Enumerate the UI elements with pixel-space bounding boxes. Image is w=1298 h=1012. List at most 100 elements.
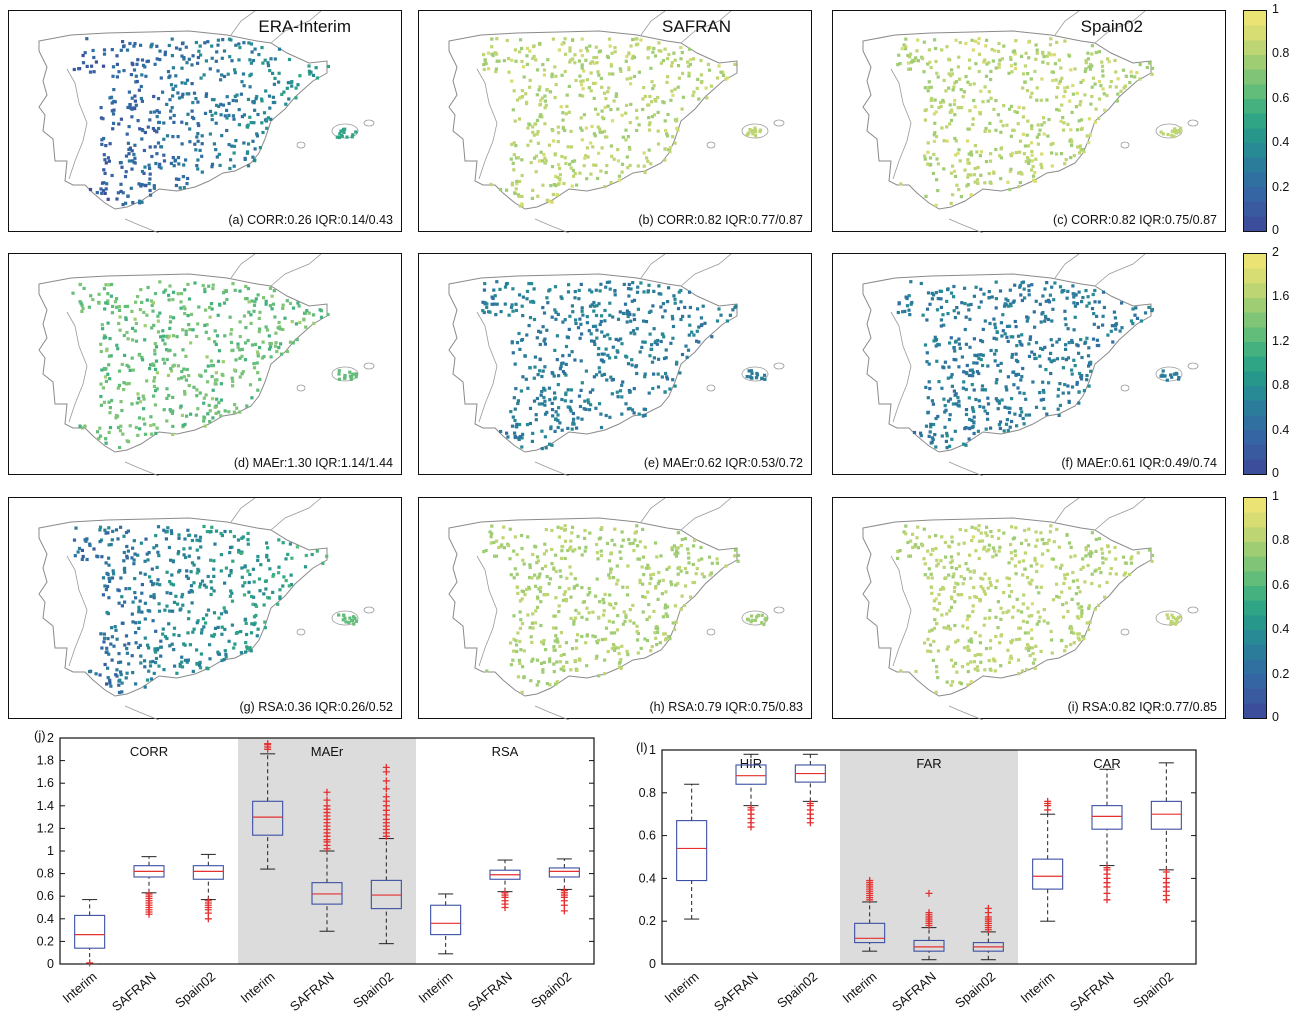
station-marker [580,381,584,385]
station-marker [296,301,300,305]
station-marker [673,58,677,62]
station-marker [1053,281,1057,285]
station-marker [1079,375,1083,379]
station-marker [580,417,584,421]
station-marker [952,357,956,362]
station-marker [755,371,759,376]
station-marker [613,543,617,547]
station-marker [1101,556,1105,560]
station-marker [674,362,679,366]
station-marker [931,437,935,441]
station-marker [157,664,161,668]
station-marker [909,539,913,543]
station-marker [1021,72,1026,76]
station-marker [255,134,260,138]
station-marker [945,125,949,129]
station-marker [185,182,189,186]
station-marker [177,533,181,537]
station-marker [116,414,120,418]
station-marker [922,527,926,531]
station-marker [214,111,218,115]
station-marker [186,112,190,116]
station-marker [1085,378,1089,382]
station-marker [174,594,178,598]
station-marker [1138,77,1142,81]
station-marker [169,109,173,113]
station-marker [1077,119,1081,123]
station-marker [281,303,285,307]
station-marker [964,408,969,412]
station-marker [705,96,709,100]
station-marker [348,616,352,620]
station-marker [753,126,757,130]
station-marker [525,297,529,301]
station-marker [632,313,636,317]
station-marker [1088,620,1092,624]
station-marker [204,59,208,63]
station-marker [932,639,936,643]
station-marker [692,333,696,337]
station-marker [136,392,140,396]
station-marker [150,432,154,436]
station-marker [146,125,150,129]
station-marker [196,100,200,104]
station-marker [544,564,548,568]
station-marker [187,57,191,61]
station-marker [971,48,975,52]
station-marker [557,406,561,410]
station-marker [510,181,515,185]
station-marker [982,590,986,594]
station-marker [937,343,941,347]
station-marker [569,545,573,549]
station-marker [212,611,217,615]
colorbar-tick-label: 0.8 [1272,46,1290,60]
station-marker [585,78,589,82]
station-marker [550,165,555,169]
station-marker [131,201,135,205]
station-marker [635,624,639,628]
station-marker [1066,327,1070,331]
station-marker [596,112,600,116]
station-marker [110,635,114,639]
station-marker [152,363,156,367]
station-marker [495,302,499,306]
station-marker [927,380,931,384]
station-marker [561,127,565,131]
station-marker [199,652,203,656]
station-marker [649,347,653,351]
station-marker [219,553,223,557]
station-marker [1017,171,1021,175]
station-marker [1065,85,1070,89]
station-marker [81,306,85,311]
station-marker [940,386,944,390]
station-marker [1011,128,1015,132]
station-marker [556,140,560,144]
station-marker [204,621,208,625]
station-marker [669,98,673,102]
map-stat-label: (a) CORR:0.26 IQR:0.14/0.43 [228,213,393,227]
station-marker [533,573,537,577]
station-marker [102,136,106,141]
station-marker [540,390,544,394]
station-marker [671,93,675,97]
station-marker [930,628,934,632]
station-marker [1031,380,1035,384]
station-marker [1069,156,1073,160]
station-marker [585,617,589,621]
station-marker [506,435,510,439]
station-marker [636,631,640,636]
station-marker [537,575,541,579]
station-marker [134,103,138,107]
station-marker [556,413,560,417]
station-marker [1174,131,1178,135]
station-marker [989,181,993,185]
station-marker [603,658,607,662]
station-marker [687,333,691,337]
station-marker [518,179,522,184]
station-marker [221,38,225,42]
station-marker [1041,347,1045,351]
station-marker [599,169,603,173]
station-marker [172,120,176,124]
station-marker [1118,329,1122,333]
station-marker [1119,89,1123,93]
